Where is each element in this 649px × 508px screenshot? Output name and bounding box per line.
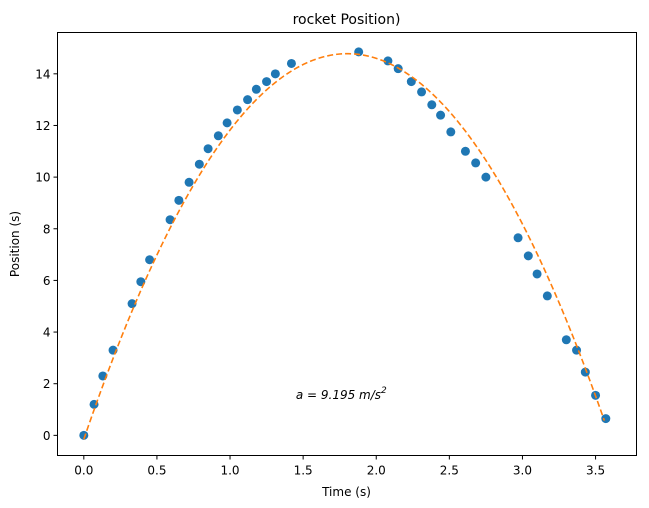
y-tick-label: 14 (35, 67, 50, 81)
data-point (513, 233, 523, 243)
fit-annotation-superscript: 2 (381, 386, 387, 396)
y-tick-label: 12 (35, 119, 50, 133)
data-point (542, 291, 552, 301)
data-point (232, 105, 242, 115)
x-tick-label: 1.5 (294, 464, 313, 478)
data-point (262, 77, 272, 87)
fit-curve (83, 52, 606, 440)
data-point (243, 95, 253, 105)
data-point (270, 69, 280, 79)
data-point (406, 77, 416, 87)
data-point (184, 177, 194, 187)
data-point (427, 100, 437, 110)
y-tick-label: 2 (43, 377, 51, 391)
plot-area (79, 47, 611, 440)
fit-annotation-text: a = 9.195 m/s (296, 388, 381, 402)
data-point (251, 84, 261, 94)
data-point (446, 127, 456, 137)
x-tick-label: 3.0 (513, 464, 532, 478)
y-tick-label: 4 (43, 326, 51, 340)
data-point (523, 251, 533, 261)
data-point (286, 58, 296, 68)
x-tick-label: 1.0 (220, 464, 239, 478)
data-point (222, 118, 232, 128)
data-point (145, 255, 155, 265)
axes-frame (57, 32, 637, 456)
x-tick-label: 0.5 (147, 464, 166, 478)
data-point (174, 195, 184, 205)
data-point (481, 172, 491, 182)
y-tick-label: 10 (35, 171, 50, 185)
fit-annotation: a = 9.195 m/s2 (296, 386, 387, 402)
x-tick-label: 2.5 (440, 464, 459, 478)
y-tick-label: 0 (43, 429, 51, 443)
data-point (601, 414, 611, 424)
data-point (580, 367, 590, 377)
x-axis-label: Time (s) (321, 485, 371, 499)
data-point (436, 110, 446, 120)
data-point (561, 335, 571, 345)
x-tick-label: 2.0 (367, 464, 386, 478)
data-point (213, 131, 223, 141)
y-tick-label: 8 (43, 222, 51, 236)
x-axis: 0.0 0.5 1.0 1.5 2.0 2.5 3.0 3.5 (74, 455, 605, 478)
data-point (79, 430, 89, 440)
data-point (194, 159, 204, 169)
x-tick-label: 0.0 (74, 464, 93, 478)
y-axis: 0 2 4 6 8 10 12 14 (35, 67, 58, 443)
x-tick-label: 3.5 (586, 464, 605, 478)
data-point (203, 144, 213, 154)
data-point (127, 299, 137, 309)
data-point (165, 215, 175, 225)
data-point (471, 158, 481, 168)
y-tick-label: 6 (43, 274, 51, 288)
chart-title: rocket Position) (293, 12, 401, 28)
data-point (532, 269, 542, 279)
data-point (460, 146, 470, 156)
y-axis-label: Position (s) (8, 211, 22, 277)
data-point (417, 87, 427, 97)
